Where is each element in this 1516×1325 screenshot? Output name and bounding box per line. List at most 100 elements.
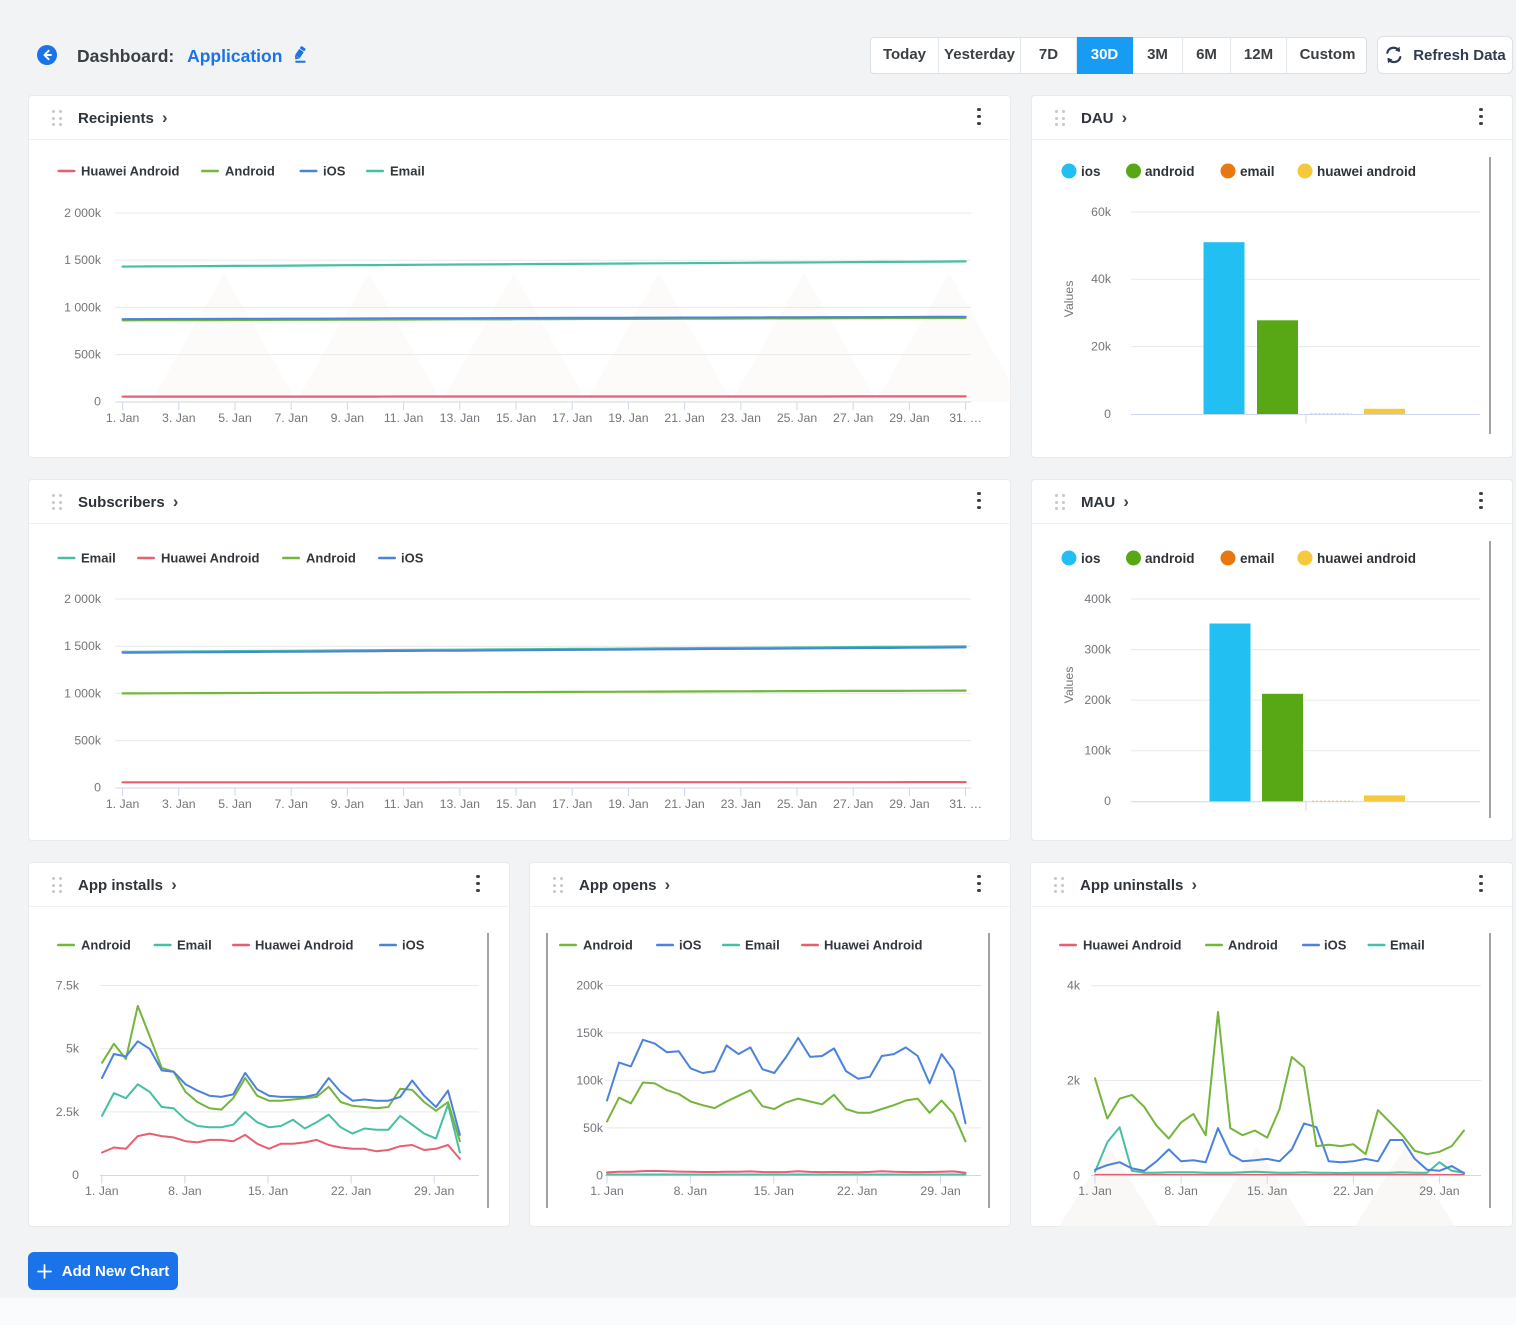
svg-text:200k: 200k bbox=[576, 978, 604, 992]
svg-text:1 500k: 1 500k bbox=[64, 253, 102, 267]
svg-text:50k: 50k bbox=[583, 1121, 604, 1135]
svg-text:13. Jan: 13. Jan bbox=[440, 797, 480, 811]
svg-text:ios: ios bbox=[1081, 164, 1101, 179]
svg-text:Android: Android bbox=[306, 551, 356, 566]
svg-text:iOS: iOS bbox=[679, 938, 702, 953]
svg-text:0: 0 bbox=[94, 395, 101, 409]
svg-text:100k: 100k bbox=[1084, 744, 1112, 758]
svg-text:3. Jan: 3. Jan bbox=[162, 797, 196, 811]
svg-text:23. Jan: 23. Jan bbox=[721, 797, 761, 811]
svg-text:0: 0 bbox=[72, 1168, 79, 1182]
svg-text:8. Jan: 8. Jan bbox=[168, 1184, 202, 1198]
svg-text:iOS: iOS bbox=[402, 938, 425, 953]
svg-text:15. Jan: 15. Jan bbox=[496, 797, 536, 811]
svg-text:29. Jan: 29. Jan bbox=[889, 797, 929, 811]
svg-text:27. Jan: 27. Jan bbox=[833, 411, 873, 425]
svg-text:Android: Android bbox=[225, 164, 275, 179]
svg-text:500k: 500k bbox=[74, 348, 102, 362]
svg-text:8. Jan: 8. Jan bbox=[674, 1184, 708, 1198]
svg-text:1. Jan: 1. Jan bbox=[85, 1184, 119, 1198]
svg-text:email: email bbox=[1240, 164, 1275, 179]
svg-text:email: email bbox=[1240, 551, 1275, 566]
svg-text:19. Jan: 19. Jan bbox=[608, 411, 648, 425]
svg-text:100k: 100k bbox=[576, 1073, 604, 1087]
svg-text:4k: 4k bbox=[1067, 979, 1081, 993]
svg-text:29. Jan: 29. Jan bbox=[920, 1184, 960, 1198]
svg-text:27. Jan: 27. Jan bbox=[833, 797, 873, 811]
svg-text:0: 0 bbox=[1104, 407, 1111, 421]
svg-text:22. Jan: 22. Jan bbox=[1333, 1184, 1373, 1198]
svg-text:19. Jan: 19. Jan bbox=[608, 797, 648, 811]
svg-text:1 500k: 1 500k bbox=[64, 639, 102, 653]
svg-text:22. Jan: 22. Jan bbox=[331, 1184, 371, 1198]
svg-text:5. Jan: 5. Jan bbox=[218, 797, 252, 811]
svg-text:Huawei Android: Huawei Android bbox=[81, 164, 180, 179]
svg-text:Android: Android bbox=[81, 938, 131, 953]
svg-text:iOS: iOS bbox=[401, 551, 424, 566]
svg-text:1. Jan: 1. Jan bbox=[106, 411, 140, 425]
svg-text:Email: Email bbox=[390, 164, 425, 179]
svg-text:7. Jan: 7. Jan bbox=[274, 411, 308, 425]
svg-text:1. Jan: 1. Jan bbox=[1078, 1184, 1112, 1198]
svg-text:0: 0 bbox=[1073, 1168, 1080, 1182]
svg-text:22. Jan: 22. Jan bbox=[837, 1184, 877, 1198]
svg-text:200k: 200k bbox=[1084, 693, 1112, 707]
svg-text:17. Jan: 17. Jan bbox=[552, 411, 592, 425]
svg-text:Email: Email bbox=[177, 938, 212, 953]
svg-text:21. Jan: 21. Jan bbox=[664, 411, 704, 425]
svg-text:15. Jan: 15. Jan bbox=[1247, 1184, 1287, 1198]
svg-text:15. Jan: 15. Jan bbox=[496, 411, 536, 425]
svg-text:300k: 300k bbox=[1084, 643, 1112, 657]
svg-text:500k: 500k bbox=[74, 734, 102, 748]
svg-text:0: 0 bbox=[596, 1168, 603, 1182]
svg-text:huawei android: huawei android bbox=[1317, 164, 1416, 179]
svg-text:5. Jan: 5. Jan bbox=[218, 411, 252, 425]
svg-text:android: android bbox=[1145, 164, 1195, 179]
svg-text:Email: Email bbox=[745, 938, 780, 953]
svg-text:31. …: 31. … bbox=[949, 797, 982, 811]
svg-text:2 000k: 2 000k bbox=[64, 592, 102, 606]
svg-text:2 000k: 2 000k bbox=[64, 206, 102, 220]
svg-text:iOS: iOS bbox=[323, 164, 346, 179]
svg-text:3. Jan: 3. Jan bbox=[162, 411, 196, 425]
svg-text:29. Jan: 29. Jan bbox=[1419, 1184, 1459, 1198]
svg-text:Huawei Android: Huawei Android bbox=[1083, 938, 1182, 953]
svg-text:Values: Values bbox=[1062, 667, 1076, 704]
svg-text:7. Jan: 7. Jan bbox=[274, 797, 308, 811]
svg-text:iOS: iOS bbox=[1324, 938, 1347, 953]
svg-text:21. Jan: 21. Jan bbox=[664, 797, 704, 811]
svg-text:android: android bbox=[1145, 551, 1195, 566]
svg-text:17. Jan: 17. Jan bbox=[552, 797, 592, 811]
svg-text:Values: Values bbox=[1062, 281, 1076, 318]
svg-text:25. Jan: 25. Jan bbox=[777, 797, 817, 811]
svg-text:9. Jan: 9. Jan bbox=[331, 797, 365, 811]
svg-text:150k: 150k bbox=[576, 1026, 604, 1040]
svg-text:15. Jan: 15. Jan bbox=[248, 1184, 288, 1198]
svg-text:huawei android: huawei android bbox=[1317, 551, 1416, 566]
svg-text:Huawei Android: Huawei Android bbox=[824, 938, 923, 953]
svg-text:29. Jan: 29. Jan bbox=[414, 1184, 454, 1198]
svg-text:Android: Android bbox=[1228, 938, 1278, 953]
svg-text:5k: 5k bbox=[66, 1042, 80, 1056]
svg-text:400k: 400k bbox=[1084, 592, 1112, 606]
svg-text:31. …: 31. … bbox=[949, 411, 982, 425]
svg-text:1 000k: 1 000k bbox=[64, 686, 102, 700]
svg-text:2k: 2k bbox=[1067, 1073, 1081, 1087]
svg-text:8. Jan: 8. Jan bbox=[1164, 1184, 1198, 1198]
svg-text:23. Jan: 23. Jan bbox=[721, 411, 761, 425]
svg-text:Android: Android bbox=[583, 938, 633, 953]
svg-text:2.5k: 2.5k bbox=[56, 1105, 80, 1119]
svg-text:60k: 60k bbox=[1091, 205, 1112, 219]
svg-text:0: 0 bbox=[94, 781, 101, 795]
svg-text:20k: 20k bbox=[1091, 340, 1112, 354]
svg-text:1 000k: 1 000k bbox=[64, 300, 102, 314]
svg-text:29. Jan: 29. Jan bbox=[889, 411, 929, 425]
svg-text:9. Jan: 9. Jan bbox=[331, 411, 365, 425]
svg-text:11. Jan: 11. Jan bbox=[384, 797, 424, 811]
svg-text:15. Jan: 15. Jan bbox=[754, 1184, 794, 1198]
svg-text:Huawei Android: Huawei Android bbox=[161, 551, 260, 566]
svg-text:40k: 40k bbox=[1091, 272, 1112, 286]
svg-text:25. Jan: 25. Jan bbox=[777, 411, 817, 425]
svg-text:Email: Email bbox=[1390, 938, 1425, 953]
svg-text:ios: ios bbox=[1081, 551, 1101, 566]
